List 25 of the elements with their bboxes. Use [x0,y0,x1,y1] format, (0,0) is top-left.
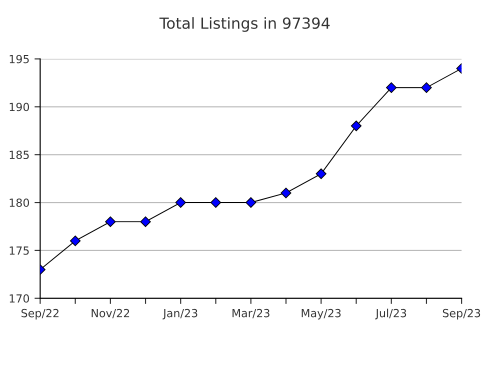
x-tick-label: May/23 [302,308,341,320]
y-tick-label: 185 [10,150,29,160]
x-tick-label: Jul/23 [375,308,406,320]
point [350,120,362,132]
x-tick-label: Sep/22 [22,308,58,320]
y-tick-label: 190 [10,102,30,112]
x-tick-label: Mar/23 [232,308,270,318]
x-tick-label: Sep/23 [442,308,480,320]
point [386,82,397,93]
y-tick-label: 180 [10,198,30,207]
x-tick-label: Jan/23 [162,308,198,320]
y-tick-label: 170 [10,294,30,303]
point [210,197,222,208]
x-tick-label: Nov/22 [92,308,130,318]
chart-title: Total Listings in 97394 [159,17,330,32]
y-tick-label: 195 [10,54,29,64]
point [70,236,81,246]
point [280,188,292,198]
y-tick-label: 175 [10,246,29,255]
point [105,216,116,228]
point [140,216,151,228]
point [421,82,432,93]
point [316,168,326,180]
point [246,197,256,208]
point [175,197,186,208]
